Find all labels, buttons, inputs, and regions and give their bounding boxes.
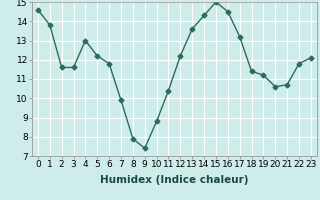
X-axis label: Humidex (Indice chaleur): Humidex (Indice chaleur) [100,175,249,185]
